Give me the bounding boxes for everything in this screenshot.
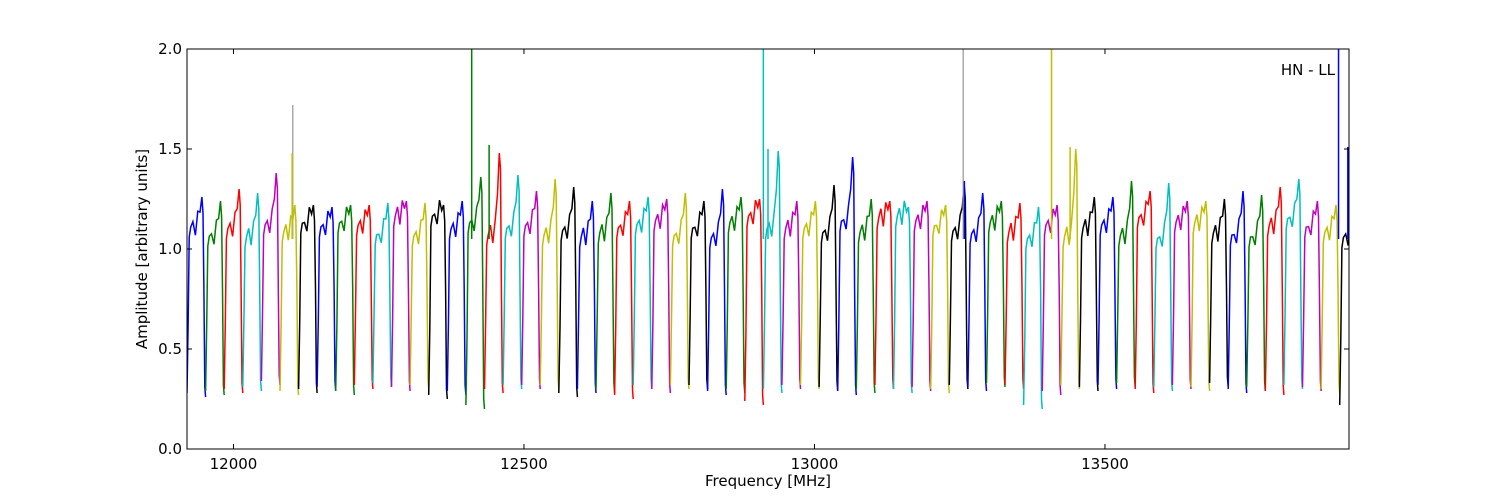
channel-line xyxy=(799,200,820,390)
channel-line xyxy=(1153,182,1174,392)
channel-line xyxy=(874,200,895,390)
channel-line xyxy=(632,196,653,390)
channel-line xyxy=(297,204,318,394)
channel-line xyxy=(669,192,690,390)
channel-line xyxy=(1301,200,1322,392)
spike-layer xyxy=(291,49,1349,239)
channel-line xyxy=(725,196,746,394)
channel-line xyxy=(892,200,913,394)
channel-line xyxy=(260,172,281,386)
x-tick-label: 13000 xyxy=(791,455,839,473)
y-tick-label: 0.5 xyxy=(158,340,182,358)
channel-line xyxy=(688,200,709,390)
channel-line xyxy=(465,176,486,410)
channel-line xyxy=(818,184,839,392)
channel-line xyxy=(390,200,411,392)
channel-line xyxy=(836,156,858,396)
channel-line xyxy=(502,174,523,390)
y-axis-label: Amplitude [arbitrary units] xyxy=(133,149,151,349)
channel-line xyxy=(1245,194,1267,392)
y-tick-label: 2.0 xyxy=(158,40,182,58)
channel-line xyxy=(204,200,225,396)
x-tick-label: 13500 xyxy=(1081,455,1129,473)
channel-line xyxy=(409,202,430,390)
channel-line xyxy=(1320,204,1341,394)
channel-line xyxy=(1097,196,1118,390)
channel-line xyxy=(1115,180,1136,388)
channel-line xyxy=(744,198,765,406)
channel-line xyxy=(1078,196,1099,392)
channel-line xyxy=(187,196,207,398)
x-tick-label: 12500 xyxy=(500,455,548,473)
channel-line xyxy=(539,178,560,390)
x-axis-label: Frequency [MHz] xyxy=(705,472,831,490)
channel-line xyxy=(353,204,374,390)
channel-line xyxy=(242,192,263,392)
channel-line xyxy=(1208,198,1229,388)
series-layer xyxy=(187,148,1349,410)
channel-line xyxy=(1338,228,1349,406)
channel-line xyxy=(762,150,783,394)
channel-line xyxy=(967,192,988,392)
chart-annotation: HN - LL xyxy=(1281,61,1336,79)
channel-line xyxy=(1022,206,1043,410)
channel-line xyxy=(1283,178,1304,390)
channel-line xyxy=(1190,200,1211,392)
channel-line xyxy=(855,198,876,394)
channel-line xyxy=(911,200,932,392)
x-tick-label: 12000 xyxy=(210,455,258,473)
channel-line xyxy=(372,202,393,388)
y-tick-label: 1.0 xyxy=(158,240,182,258)
channel-line xyxy=(929,204,951,394)
channel-line xyxy=(558,186,579,398)
channel-line xyxy=(1264,186,1285,396)
channel-line xyxy=(279,204,300,396)
channel-line xyxy=(520,190,541,390)
channel-line xyxy=(427,199,449,400)
channel-line xyxy=(1004,202,1025,390)
y-tick-label: 1.5 xyxy=(158,140,182,158)
y-tick-label: 0.0 xyxy=(158,440,182,458)
channel-line xyxy=(985,200,1006,388)
channel-line xyxy=(948,182,969,390)
channel-line xyxy=(316,206,337,392)
channel-line xyxy=(613,200,634,400)
x-axis-ticks: 12000 12500 13000 13500 xyxy=(210,49,1129,473)
channel-line xyxy=(1041,204,1062,396)
y-axis-ticks: 0.0 0.5 1.0 1.5 2.0 xyxy=(158,40,1349,458)
channel-line xyxy=(651,198,672,394)
channel-line xyxy=(483,152,504,394)
channel-line xyxy=(1227,190,1248,394)
channel-line xyxy=(334,204,356,396)
channel-line xyxy=(706,188,727,396)
channel-line xyxy=(781,200,802,390)
channel-line xyxy=(1134,190,1155,394)
channel-line xyxy=(576,200,597,394)
channel-line xyxy=(1060,148,1081,390)
channel-line xyxy=(1171,200,1192,390)
channel-line xyxy=(223,188,244,394)
channel-line xyxy=(595,192,616,394)
channel-line xyxy=(446,200,467,396)
